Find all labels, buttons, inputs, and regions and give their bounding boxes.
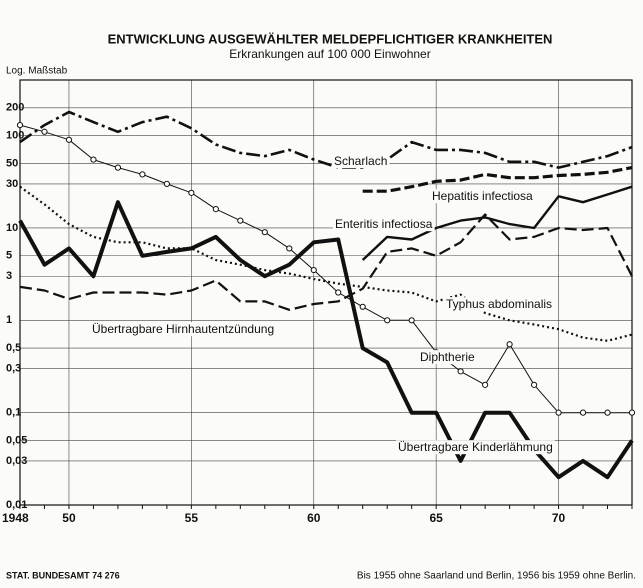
data-point	[90, 156, 97, 163]
data-point	[286, 245, 293, 252]
y-tick-label: 0,05	[6, 434, 27, 446]
plot-frame	[19, 79, 633, 506]
footnote: Bis 1955 ohne Saarland und Berlin, 1956 …	[357, 571, 636, 582]
data-point	[482, 381, 489, 388]
x-tick-label: 55	[185, 511, 199, 525]
y-tick-label: 50	[6, 157, 18, 169]
x-tick-label: 1948	[2, 511, 29, 525]
series-line	[19, 124, 632, 414]
data-point	[188, 189, 195, 196]
data-point	[237, 217, 244, 224]
series-label: Enteritis infectiosa	[335, 217, 433, 231]
series-label-bg	[333, 217, 435, 232]
data-point	[139, 171, 146, 178]
y-tick-label: 10	[6, 222, 18, 234]
data-point	[114, 164, 122, 171]
data-point	[261, 229, 268, 236]
series-label: Hepatitis infectiosa	[432, 189, 533, 203]
x-tick-label: 70	[552, 511, 566, 525]
series-label: Übertragbare Hirnhautentzündung	[92, 322, 274, 336]
series-line	[19, 213, 633, 311]
series-label-bg	[444, 297, 555, 312]
data-point	[65, 136, 73, 143]
y-tick-label: 0,01	[6, 499, 27, 511]
data-point	[310, 266, 317, 274]
series-label: Scharlach	[334, 154, 387, 168]
series-line	[19, 110, 633, 169]
data-point	[506, 341, 513, 348]
y-tick-label: 5	[6, 250, 12, 262]
chart-title: ENTWICKLUNG AUSGEWÄHLTER MELDEPFLICHTIGE…	[108, 31, 553, 46]
data-point	[163, 180, 170, 187]
x-tick-label: 65	[429, 511, 443, 525]
data-point	[457, 368, 464, 375]
x-tick-label: 60	[307, 511, 321, 525]
series-label-bg	[418, 350, 478, 365]
data-point	[384, 317, 391, 324]
series-label-bg	[430, 189, 536, 204]
data-point	[555, 409, 562, 416]
data-point	[212, 205, 219, 213]
chart-subtitle: Erkrankungen auf 100 000 Einwohner	[229, 47, 430, 61]
data-point	[359, 303, 366, 310]
series-label-bg	[332, 154, 390, 169]
data-point	[16, 121, 24, 129]
y-tick-label: 0,03	[6, 455, 27, 467]
y-tick-label: 0,1	[6, 407, 21, 419]
series-label: Diphtherie	[420, 350, 475, 364]
series-label-bg	[396, 440, 555, 455]
data-point	[604, 409, 611, 416]
data-point	[530, 381, 538, 388]
y-tick-label: 30	[6, 178, 18, 190]
y-tick-label: 3	[6, 270, 12, 282]
data-point	[628, 409, 636, 416]
y-tick-label: 0,3	[6, 362, 21, 374]
data-point	[335, 289, 342, 296]
y-axis-label: Log. Maßstab	[6, 66, 68, 77]
data-point	[579, 409, 587, 416]
source: STAT. BUNDESAMT 74 276	[6, 570, 120, 580]
series-label: Übertragbare Kinderlähmung	[398, 440, 553, 454]
y-tick-label: 0,5	[6, 342, 21, 354]
series-label-bg	[90, 322, 277, 337]
y-tick-label: 1	[6, 314, 12, 326]
x-tick-label: 50	[62, 511, 76, 525]
series-line	[361, 185, 633, 261]
series-line	[362, 166, 633, 193]
data-point	[41, 128, 48, 135]
data-point	[408, 317, 415, 324]
series-label: Typhus abdominalis	[446, 297, 552, 311]
